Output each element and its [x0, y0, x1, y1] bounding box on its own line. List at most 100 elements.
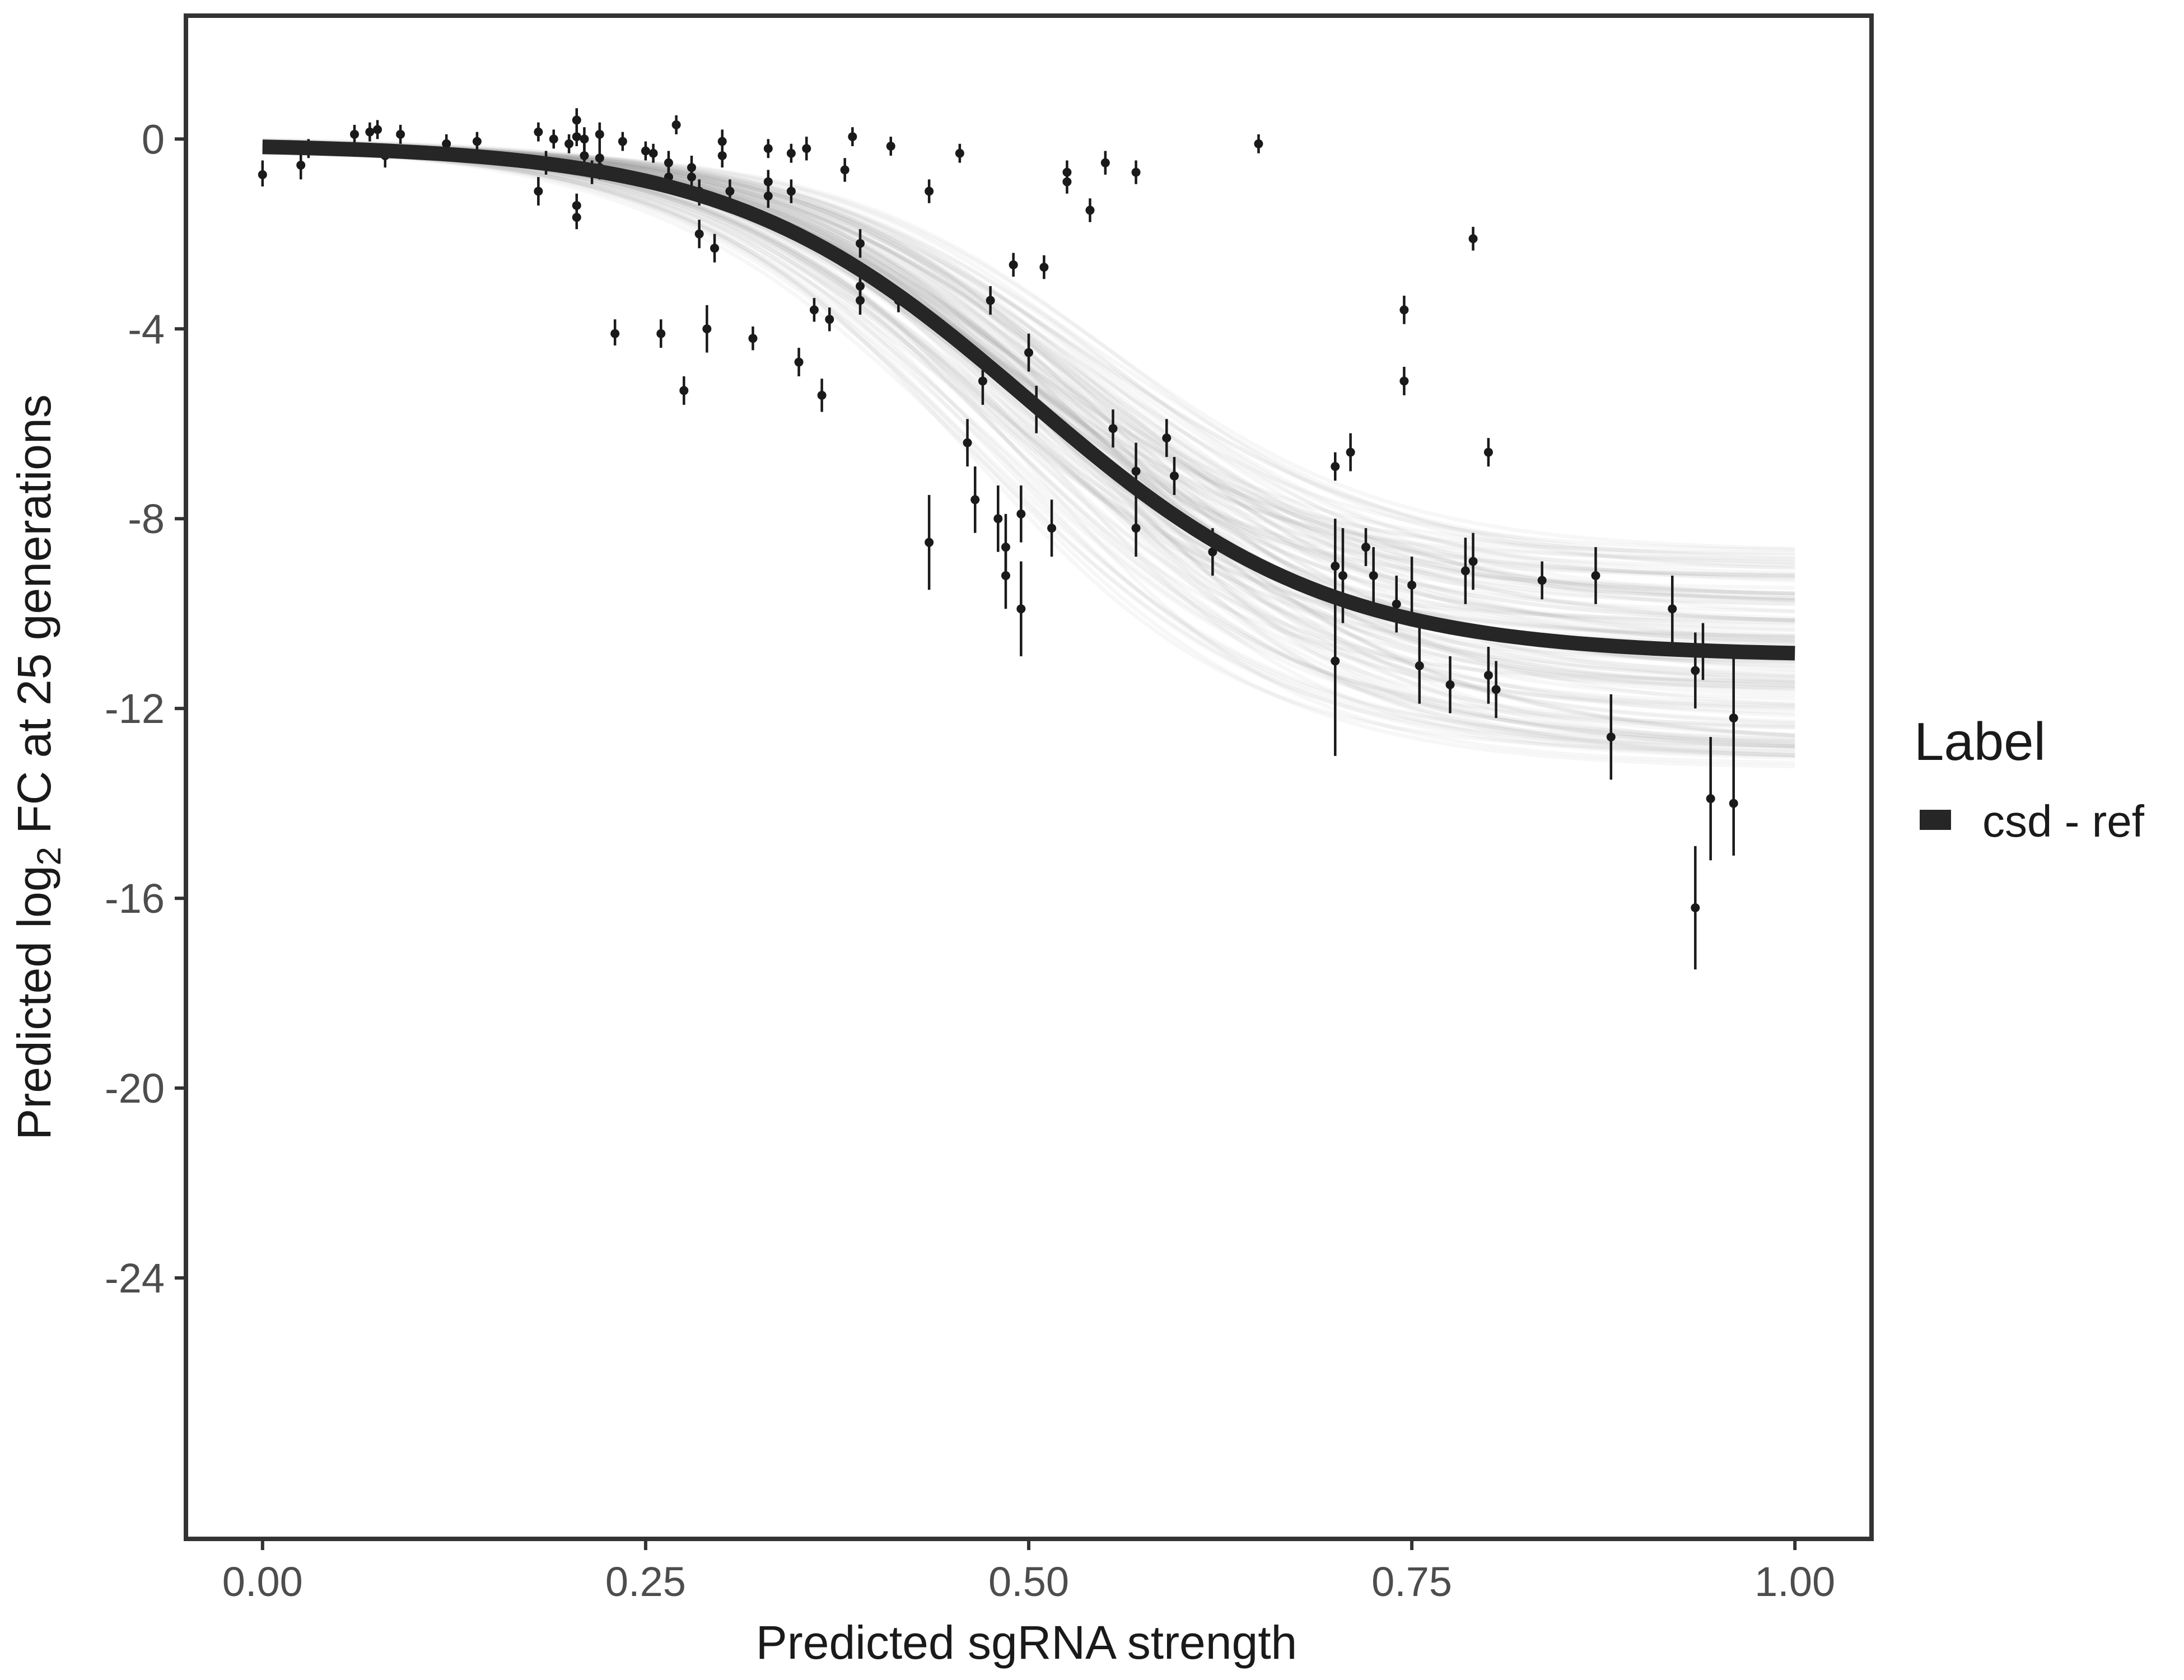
- posterior-draw-line: [262, 143, 1795, 583]
- legend-title: Label: [1914, 712, 2046, 772]
- data-point: [748, 326, 758, 351]
- point-marker: [856, 296, 865, 305]
- data-point: [802, 137, 811, 161]
- point-marker: [925, 186, 934, 196]
- x-tick-label: 0.00: [222, 1558, 303, 1605]
- point-marker: [856, 239, 865, 248]
- data-point: [955, 143, 964, 163]
- point-marker: [1537, 576, 1547, 585]
- y-axis-title-main: Predicted log: [8, 865, 60, 1140]
- point-marker: [1369, 571, 1378, 580]
- x-axis-title: Predicted sgRNA strength: [756, 1616, 1298, 1669]
- point-marker: [595, 129, 604, 139]
- point-marker: [1331, 656, 1340, 666]
- y-axis-title-rest: FC at 25 generations: [8, 394, 60, 847]
- data-point: [595, 122, 604, 147]
- point-marker: [725, 186, 735, 196]
- data-point: [1001, 514, 1010, 581]
- point-marker: [717, 151, 727, 160]
- data-point: [1108, 409, 1118, 448]
- y-tick-label: -8: [128, 496, 165, 542]
- point-marker: [1162, 433, 1172, 443]
- posterior-draw-line: [262, 139, 1795, 565]
- data-point: [1016, 485, 1026, 543]
- point-marker: [610, 329, 620, 338]
- point-marker: [549, 134, 558, 144]
- point-marker: [717, 137, 727, 146]
- point-marker: [1706, 794, 1715, 804]
- point-marker: [350, 129, 359, 139]
- posterior-draw-line: [262, 139, 1795, 571]
- data-point: [763, 139, 773, 158]
- data-point: [472, 132, 482, 151]
- point-marker: [763, 177, 773, 186]
- data-point: [1169, 457, 1179, 495]
- data-point: [1399, 295, 1409, 324]
- point-marker: [1047, 524, 1057, 533]
- data-point: [564, 134, 574, 153]
- data-point: [856, 286, 865, 315]
- y-tick-label: -24: [105, 1255, 165, 1301]
- data-point: [1039, 255, 1049, 279]
- data-point: [1047, 500, 1057, 557]
- data-point: [1254, 134, 1263, 153]
- data-point: [679, 376, 689, 405]
- point-marker: [925, 538, 934, 547]
- data-point: [656, 319, 666, 348]
- point-marker: [671, 120, 681, 129]
- data-point: [1062, 170, 1072, 194]
- y-tick-label: -12: [105, 685, 165, 732]
- legend-label-csd-ref: csd - ref: [1982, 796, 2145, 846]
- point-marker: [1415, 661, 1424, 670]
- data-point: [648, 143, 658, 163]
- point-marker: [970, 495, 980, 505]
- data-point: [925, 494, 934, 590]
- data-point: [1131, 160, 1141, 184]
- point-marker: [572, 213, 581, 222]
- point-marker: [694, 229, 704, 239]
- data-point: [1729, 751, 1738, 856]
- data-point: [993, 485, 1003, 552]
- posterior-draw-line: [262, 148, 1795, 769]
- x-tick-label: 0.75: [1371, 1558, 1452, 1605]
- posterior-draw-line: [262, 138, 1795, 598]
- y-axis-title: Predicted log2 FC at 25 generations: [8, 394, 68, 1140]
- data-point: [817, 379, 827, 412]
- posterior-draw-line: [262, 141, 1795, 623]
- data-point: [549, 129, 558, 149]
- point-marker: [373, 125, 382, 134]
- point-marker: [648, 148, 658, 158]
- point-marker: [1483, 670, 1493, 680]
- point-marker: [1606, 732, 1616, 741]
- point-marker: [848, 132, 857, 142]
- point-marker: [1392, 599, 1401, 609]
- posterior-draw-line: [262, 142, 1795, 745]
- point-marker: [993, 514, 1003, 524]
- point-marker: [1361, 543, 1370, 552]
- x-axis: 0.00 0.25 0.50 0.75 1.00: [222, 1539, 1835, 1605]
- point-marker: [1009, 260, 1018, 269]
- point-marker: [572, 132, 581, 142]
- data-point: [963, 419, 972, 466]
- point-marker: [1039, 263, 1049, 272]
- point-marker: [1331, 461, 1340, 471]
- data-point: [1131, 500, 1141, 557]
- posterior-draw-line: [262, 148, 1795, 750]
- fit-line-csd-ref: [262, 139, 1795, 661]
- data-point: [763, 184, 773, 208]
- data-point: [1369, 547, 1378, 604]
- data-point: [694, 220, 704, 249]
- posterior-draw-line: [262, 146, 1795, 727]
- point-marker: [1668, 604, 1677, 614]
- point-marker: [955, 148, 964, 158]
- data-point: [1331, 452, 1340, 481]
- data-point: [1691, 846, 1700, 970]
- data-point: [786, 179, 796, 203]
- data-point: [809, 298, 819, 322]
- legend: Label csd - ref: [1914, 712, 2145, 846]
- point-marker: [1483, 447, 1493, 457]
- data-point: [1668, 575, 1677, 642]
- point-marker: [794, 357, 804, 367]
- point-marker: [258, 170, 267, 179]
